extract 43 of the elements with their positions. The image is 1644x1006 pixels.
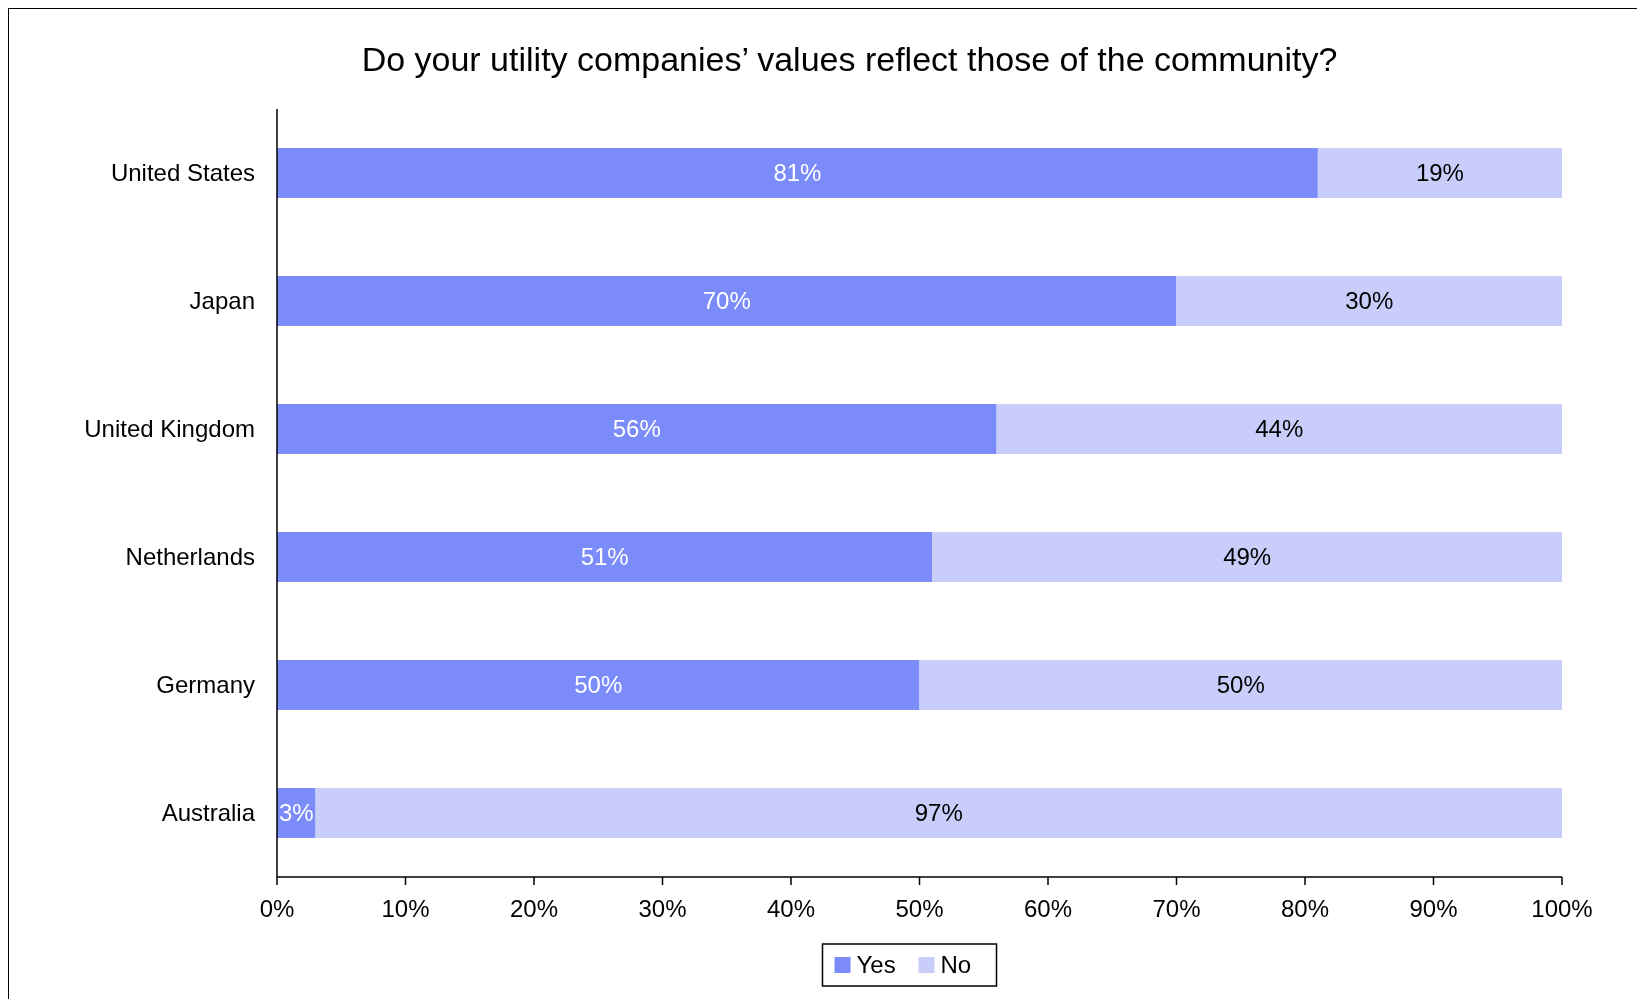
y-tick-label: United Kingdom [84,415,255,443]
x-tick-label: 80% [1280,895,1330,922]
bar [919,660,1562,710]
legend-label: Yes [856,951,896,979]
bar [1317,148,1562,198]
data-label: 3% [278,799,314,827]
x-tick-label: 10% [381,895,430,922]
data-label: 30% [1345,287,1394,315]
data-label: 50% [1216,671,1265,699]
data-label: 49% [1223,543,1272,571]
x-tick-label: 90% [1409,895,1458,922]
data-label: 50% [574,671,623,699]
bar [996,404,1562,454]
legend-label: No [940,951,972,979]
x-tick-label: 70% [1152,895,1201,922]
bar [315,788,1562,838]
x-tick-label: 50% [895,895,944,922]
y-tick-label: Netherlands [125,543,255,571]
x-tick-label: 20% [509,895,559,922]
data-label: 97% [914,799,963,827]
x-tick-label: 100% [1531,895,1593,922]
bar [277,532,933,582]
bar [277,276,1177,326]
bar [277,660,920,710]
data-label: 51% [580,543,629,571]
data-label: 81% [773,159,822,187]
data-label: 70% [702,287,751,315]
bar [277,404,997,454]
x-tick-label: 0% [259,895,295,922]
x-tick-label: 60% [1023,895,1073,922]
bar [1176,276,1562,326]
x-tick-label: 30% [638,895,687,922]
y-tick-label: Japan [189,287,255,315]
bar [277,148,1318,198]
bar [932,532,1562,582]
chart-title: Do your utility companies’ values reflect those of the community? [361,40,1338,78]
data-label: 44% [1255,415,1304,443]
y-tick-label: Germany [156,671,255,699]
y-tick-label: United States [110,159,255,187]
data-label: 19% [1415,159,1464,187]
x-tick-label: 40% [766,895,816,922]
y-tick-label: Australia [161,799,256,827]
data-label: 56% [612,415,661,443]
